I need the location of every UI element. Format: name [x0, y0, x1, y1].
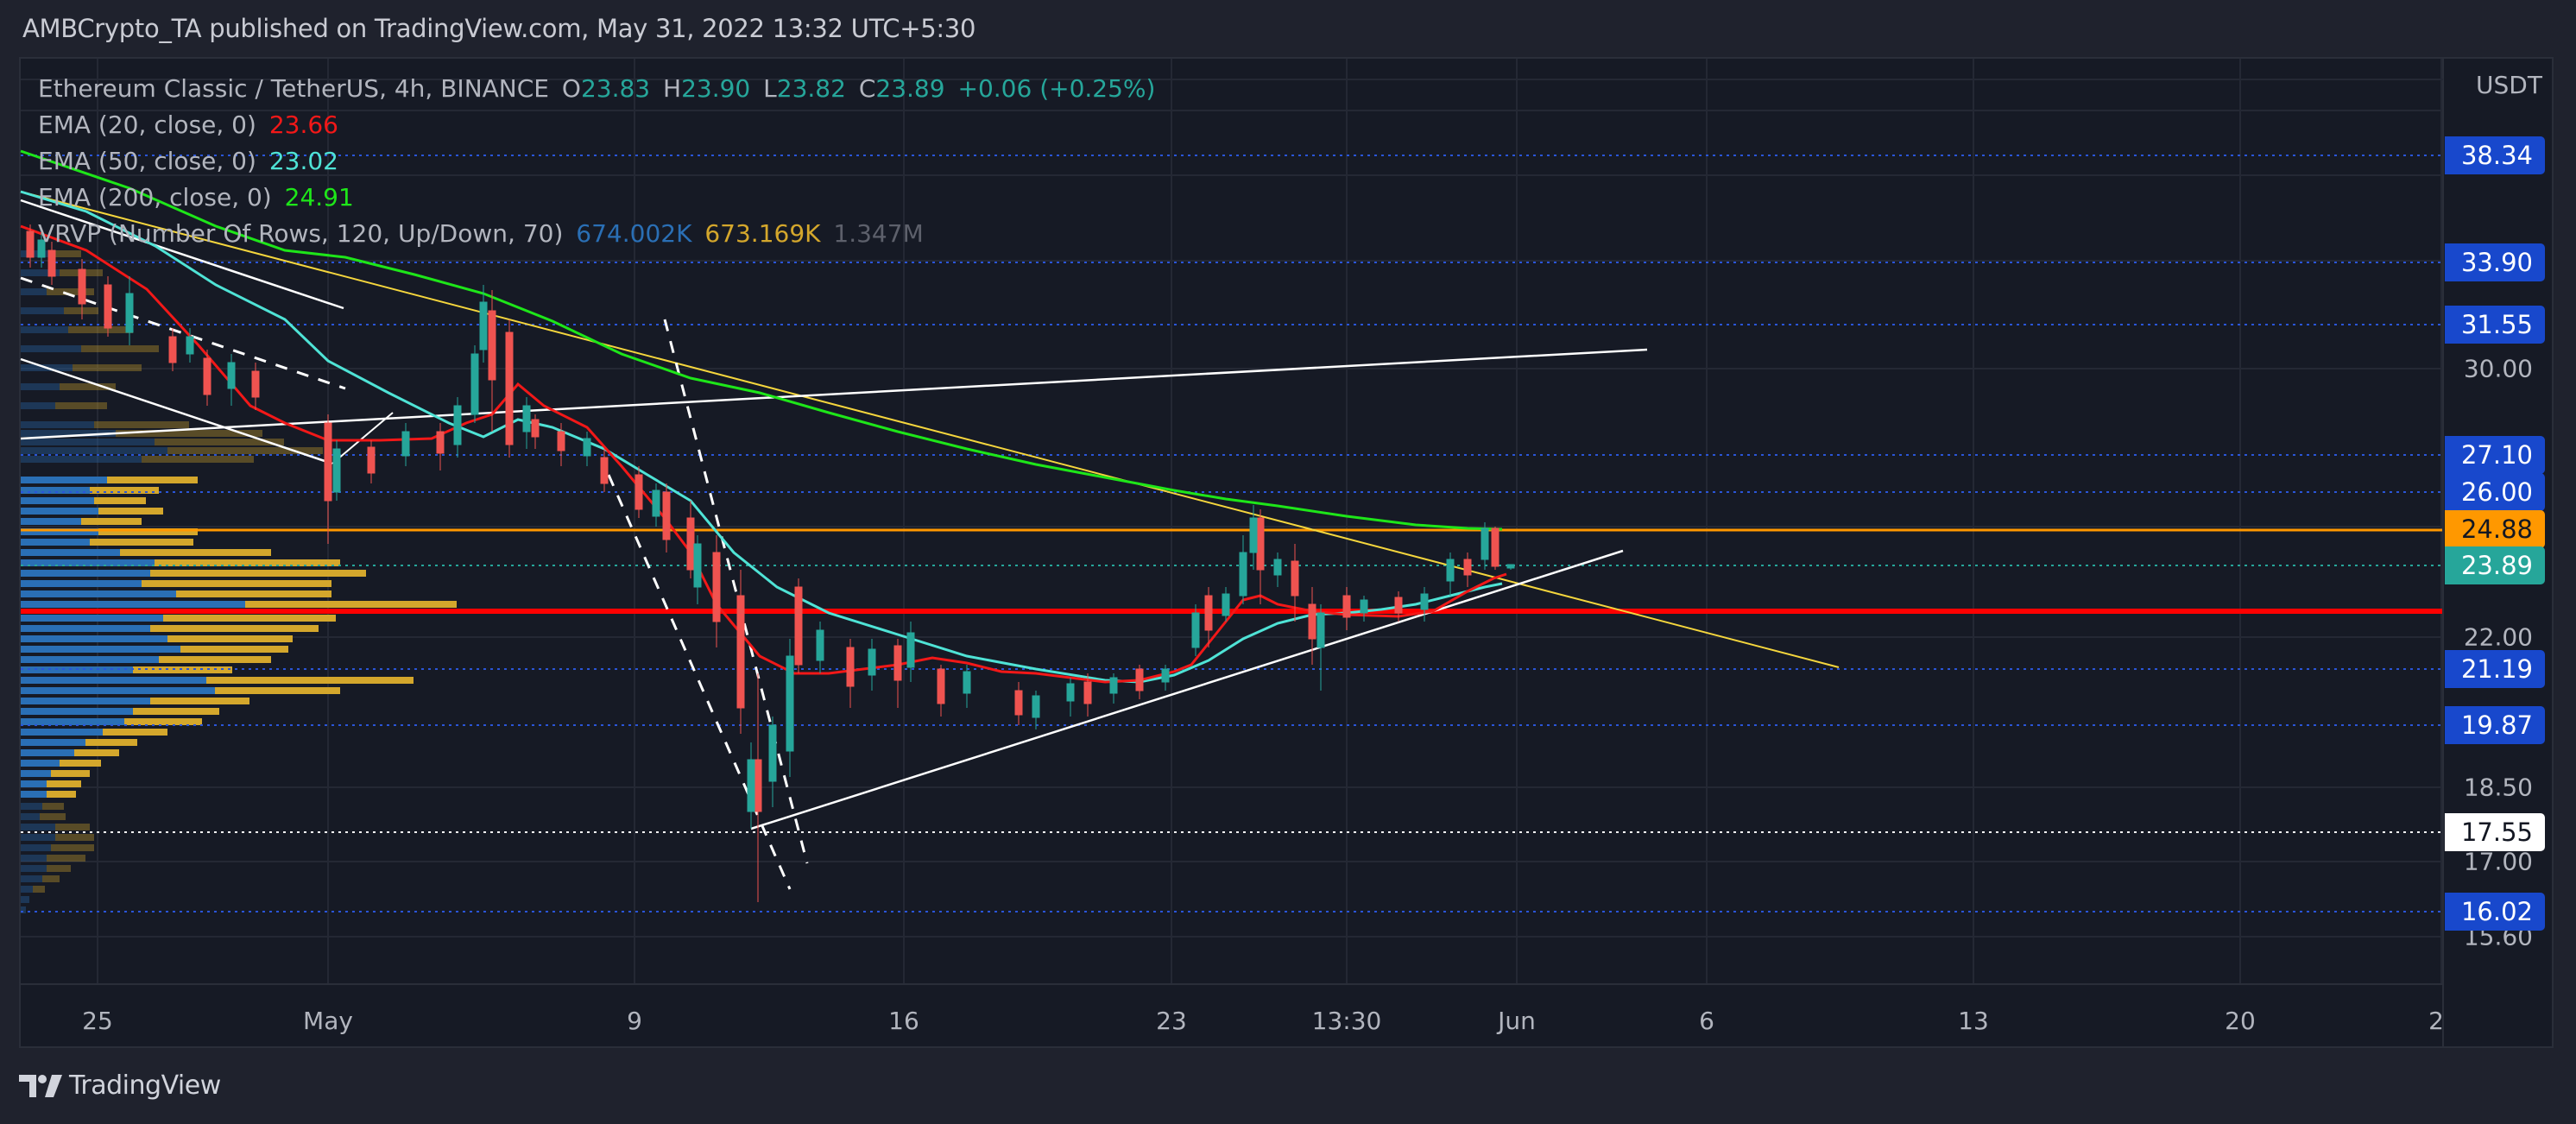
- price-badge: 33.90: [2445, 243, 2545, 281]
- horizontal-levels: [21, 155, 2443, 912]
- ema50-value: 23.02: [268, 147, 338, 175]
- ema20-line: [20, 224, 1507, 684]
- time-label: 23: [1156, 1007, 1187, 1035]
- price-tick: 30.00: [2463, 354, 2533, 383]
- vrvp-legend[interactable]: VRVP (Number Of Rows, 120, Up/Down, 70) …: [38, 219, 924, 248]
- volume-profile: [21, 250, 457, 913]
- candlesticks: [26, 224, 1515, 902]
- price-badge: 31.55: [2445, 306, 2545, 344]
- price-badge: 27.10: [2445, 436, 2545, 474]
- symbol-title: Ethereum Classic / TetherUS, 4h, BINANCE: [38, 74, 549, 103]
- time-label: 13:30: [1311, 1007, 1382, 1035]
- ema200-legend[interactable]: EMA (200, close, 0) 24.91: [38, 183, 354, 212]
- time-label: 9: [627, 1007, 642, 1035]
- ema20-legend[interactable]: EMA (20, close, 0) 23.66: [38, 111, 338, 139]
- symbol-legend[interactable]: Ethereum Classic / TetherUS, 4h, BINANCE…: [38, 74, 1160, 103]
- brand-name: TradingView: [69, 1070, 221, 1101]
- ema20-value: 23.66: [268, 111, 338, 139]
- price-badge: 17.55: [2445, 813, 2545, 851]
- publisher-line: AMBCrypto_TA published on TradingView.co…: [22, 14, 976, 43]
- tradingview-logo-icon: [19, 1074, 62, 1097]
- ohlc-high: H23.90: [663, 74, 751, 103]
- price-badge: 26.00: [2445, 473, 2545, 511]
- time-label: 2: [2428, 1007, 2444, 1035]
- time-label: 20: [2225, 1007, 2256, 1035]
- time-label: 25: [82, 1007, 113, 1035]
- vrvp-total-volume: 1.347M: [833, 219, 924, 248]
- tradingview-brand[interactable]: TradingView: [19, 1070, 221, 1101]
- ohlc-low: L23.82: [763, 74, 846, 103]
- price-tick: 22.00: [2463, 622, 2533, 652]
- chart-pane[interactable]: [19, 57, 2554, 1048]
- last-price-badge: 23.89: [2445, 546, 2545, 584]
- ema200-line: [20, 149, 1503, 531]
- time-label: Jun: [1498, 1007, 1536, 1035]
- vrvp-down-volume: 673.169K: [704, 219, 821, 248]
- grid: [21, 59, 2443, 984]
- price-badge: 38.34: [2445, 136, 2545, 174]
- ohlc-change: +0.06 (+0.25%): [957, 74, 1156, 103]
- price-badge: 16.02: [2445, 893, 2545, 931]
- price-tick: 18.50: [2463, 773, 2533, 802]
- price-badge: 21.19: [2445, 650, 2545, 688]
- price-tick: 17.00: [2463, 847, 2533, 876]
- price-badge: 19.87: [2445, 706, 2545, 744]
- time-label: 16: [888, 1007, 919, 1035]
- vrvp-up-volume: 674.002K: [576, 219, 692, 248]
- ohlc-close: C23.89: [858, 74, 945, 103]
- resistance-price-badge: 24.88: [2445, 510, 2545, 548]
- price-axis-unit: USDT: [2476, 71, 2542, 99]
- ohlc-open: O23.83: [561, 74, 651, 103]
- ema50-legend[interactable]: EMA (50, close, 0) 23.02: [38, 147, 338, 175]
- time-label: 13: [1958, 1007, 1989, 1035]
- time-label: May: [303, 1007, 353, 1035]
- time-label: 6: [1699, 1007, 1714, 1035]
- ema200-value: 24.91: [284, 183, 354, 212]
- trendlines: [20, 191, 1840, 890]
